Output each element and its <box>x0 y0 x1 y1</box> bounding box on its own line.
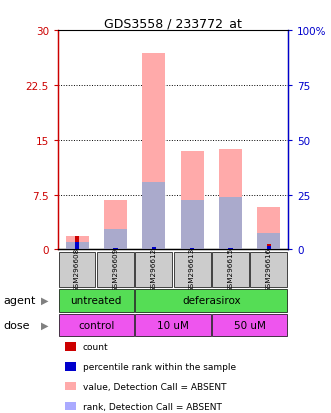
Text: 50 uM: 50 uM <box>234 320 265 330</box>
Text: GSM296612: GSM296612 <box>151 247 157 292</box>
Bar <box>65 382 76 391</box>
Bar <box>212 252 249 287</box>
Text: ▶: ▶ <box>41 320 48 330</box>
Text: GSM296609: GSM296609 <box>113 247 118 292</box>
Bar <box>228 248 233 250</box>
Bar <box>135 252 172 287</box>
Text: dose: dose <box>3 320 30 330</box>
Bar <box>59 252 96 287</box>
Text: GSM296608: GSM296608 <box>74 247 80 292</box>
Bar <box>267 245 271 250</box>
Bar <box>113 248 118 250</box>
Bar <box>65 343 76 351</box>
Bar <box>59 289 134 312</box>
Bar <box>190 248 194 250</box>
Text: count: count <box>83 342 108 351</box>
Bar <box>135 289 287 312</box>
Bar <box>190 248 194 250</box>
Text: GSM296616: GSM296616 <box>266 247 272 292</box>
Text: GSM296615: GSM296615 <box>227 247 233 292</box>
Bar <box>142 55 165 250</box>
Bar <box>250 252 287 287</box>
Bar <box>104 200 127 250</box>
Bar <box>257 234 280 250</box>
Text: rank, Detection Call = ABSENT: rank, Detection Call = ABSENT <box>83 402 222 411</box>
Bar <box>59 314 134 337</box>
Bar <box>135 314 211 337</box>
Bar <box>181 151 204 250</box>
Text: 10 uM: 10 uM <box>157 320 189 330</box>
Bar <box>267 246 271 250</box>
Text: GSM296613: GSM296613 <box>189 247 195 292</box>
Bar <box>65 363 76 371</box>
Bar <box>65 402 76 411</box>
Text: agent: agent <box>3 295 36 306</box>
Bar <box>75 242 79 250</box>
Bar <box>228 248 233 250</box>
Text: value, Detection Call = ABSENT: value, Detection Call = ABSENT <box>83 382 226 391</box>
Bar <box>219 197 242 250</box>
Bar <box>257 208 280 250</box>
Bar <box>174 252 211 287</box>
Bar <box>152 248 156 250</box>
Bar <box>113 248 118 250</box>
Text: deferasirox: deferasirox <box>182 295 241 306</box>
Text: percentile rank within the sample: percentile rank within the sample <box>83 362 236 371</box>
Text: ▶: ▶ <box>41 295 48 306</box>
Bar <box>66 237 89 250</box>
Bar <box>152 248 156 250</box>
Bar <box>212 314 287 337</box>
Bar <box>181 200 204 250</box>
Bar <box>66 242 89 250</box>
Title: GDS3558 / 233772_at: GDS3558 / 233772_at <box>104 17 242 30</box>
Bar <box>104 230 127 250</box>
Bar <box>75 237 79 250</box>
Bar <box>219 149 242 250</box>
Text: control: control <box>78 320 115 330</box>
Text: untreated: untreated <box>71 295 122 306</box>
Bar <box>142 183 165 250</box>
Bar <box>97 252 134 287</box>
